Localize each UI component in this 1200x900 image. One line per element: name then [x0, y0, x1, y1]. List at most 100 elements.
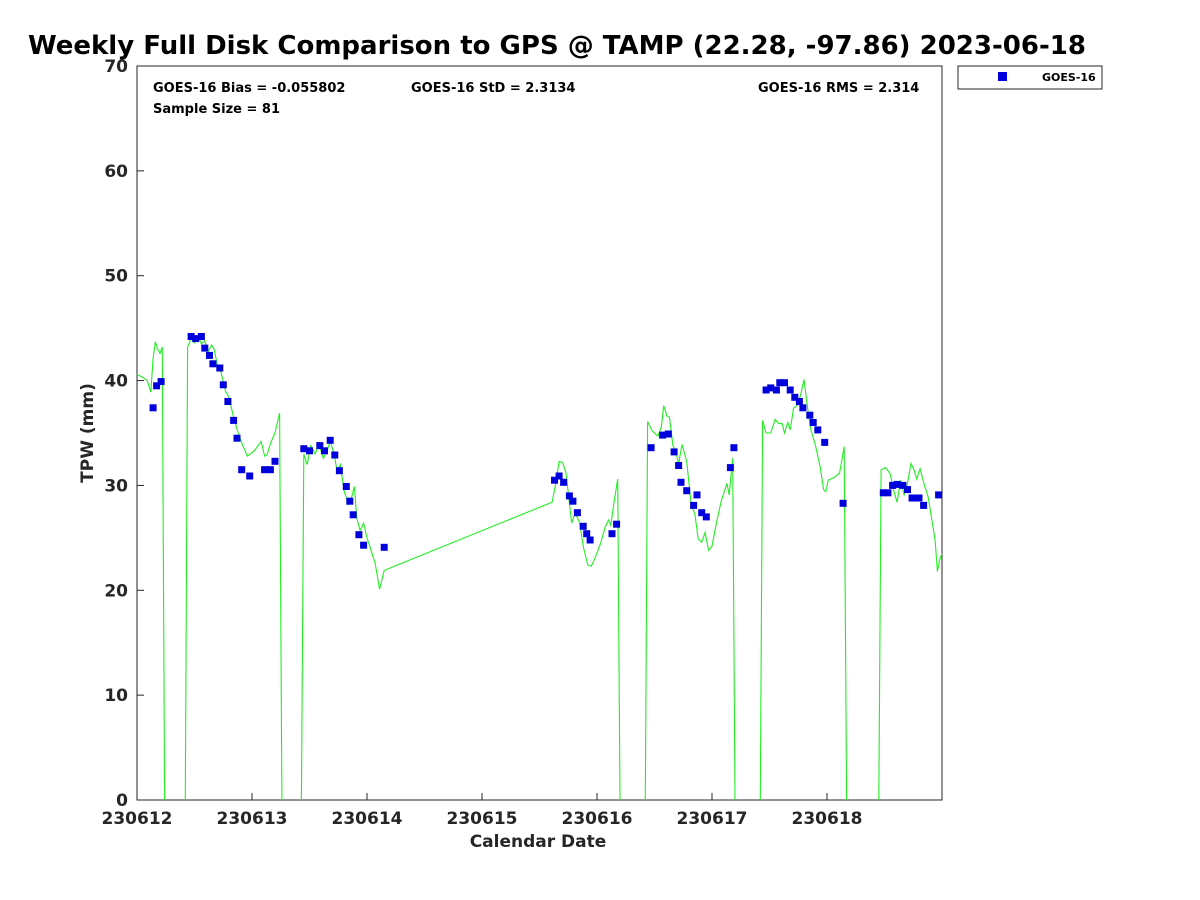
- goes16-point: [206, 351, 213, 359]
- goes16-point: [893, 480, 901, 488]
- goes16-point: [795, 398, 803, 405]
- x-tick-label: 230612: [102, 809, 173, 829]
- goes16-point: [326, 436, 334, 444]
- goes16-point: [608, 530, 616, 538]
- goes16-point: [331, 451, 339, 459]
- y-tick-label: 60: [104, 162, 128, 182]
- stat-sample-size: Sample Size = 81: [153, 102, 280, 117]
- goes16-point: [238, 466, 246, 474]
- gps-line-segment: [759, 379, 848, 801]
- goes16-point: [380, 543, 388, 551]
- y-tick-label: 50: [104, 267, 128, 287]
- goes16-point: [935, 491, 943, 499]
- goes16-point: [579, 522, 587, 530]
- goes16-point: [157, 378, 165, 386]
- goes16-point: [814, 426, 822, 434]
- y-tick-label: 0: [116, 791, 128, 811]
- x-tick-label: 230617: [677, 809, 748, 829]
- y-axis-label: TPW (mm): [78, 383, 98, 483]
- goes16-point: [809, 419, 817, 426]
- goes16-point: [772, 386, 780, 394]
- stat-bias: GOES-16 Bias = -0.055802: [153, 81, 345, 96]
- goes16-point: [355, 531, 363, 539]
- goes16-point: [675, 462, 683, 469]
- goes16-point: [677, 478, 685, 486]
- goes16-point: [908, 494, 916, 502]
- x-tick-label: 230616: [562, 809, 633, 829]
- goes16-point: [904, 486, 911, 494]
- x-tick-label: 230615: [447, 809, 518, 829]
- x-axis: 230612 230613 230614 230615 230616 230617 2306…: [102, 793, 863, 829]
- goes16-point: [149, 404, 157, 412]
- goes16-point: [306, 447, 313, 455]
- goes16-point: [791, 393, 799, 401]
- goes16-point: [153, 382, 161, 390]
- goes16-point: [670, 448, 678, 456]
- goes16-point: [781, 379, 788, 387]
- goes16-point: [316, 442, 324, 450]
- legend-marker: [998, 72, 1007, 81]
- goes16-point: [197, 333, 205, 340]
- goes16-point: [565, 492, 573, 500]
- legend-label: GOES-16: [1042, 71, 1096, 84]
- goes16-point: [271, 457, 279, 465]
- stat-std: GOES-16 StD = 2.3134: [411, 81, 575, 96]
- goes16-point: [246, 472, 254, 480]
- goes16-point: [216, 364, 224, 372]
- goes16-point: [261, 466, 269, 474]
- goes16-point: [698, 509, 706, 517]
- goes16-point: [786, 386, 794, 394]
- goes16-point: [233, 434, 241, 442]
- stat-rms: GOES-16 RMS = 2.314: [758, 81, 919, 96]
- goes16-point: [569, 497, 577, 505]
- x-axis-label: Calendar Date: [470, 832, 607, 852]
- legend-box: [957, 65, 1103, 90]
- goes16-point: [560, 478, 568, 486]
- y-tick-label: 20: [104, 581, 128, 601]
- goes16-point: [767, 384, 775, 392]
- goes16-point: [730, 444, 738, 452]
- goes16-point: [201, 344, 209, 352]
- goes16-point: [335, 467, 343, 475]
- goes16-point: [726, 464, 734, 472]
- goes16-point: [555, 472, 563, 480]
- y-tick-label: 10: [104, 686, 128, 706]
- y-tick-label: 40: [104, 372, 128, 392]
- goes16-point: [920, 501, 928, 509]
- goes16-point: [551, 476, 558, 484]
- goes16-point: [839, 499, 847, 507]
- gps-line-segment: [136, 341, 166, 801]
- gps-line-segment: [644, 405, 736, 801]
- goes16-point: [613, 520, 621, 528]
- goes16-point: [889, 481, 897, 489]
- goes16-point: [321, 447, 328, 455]
- goes16-point: [300, 445, 308, 453]
- goes16-point: [647, 444, 655, 452]
- goes16-point: [266, 466, 274, 474]
- goes16-point: [762, 386, 770, 394]
- y-tick-label: 30: [104, 476, 128, 496]
- goes16-point: [664, 430, 672, 438]
- goes16-point: [586, 536, 594, 544]
- goes16-point: [702, 513, 710, 521]
- goes16-point: [349, 511, 357, 519]
- goes16-point: [899, 481, 907, 489]
- goes16-point: [884, 489, 892, 497]
- goes16-point: [583, 530, 591, 538]
- goes16-point: [879, 489, 887, 497]
- x-tick-label: 230618: [792, 809, 863, 829]
- goes16-point: [224, 398, 232, 405]
- goes16-point: [342, 483, 350, 490]
- plot-area: [136, 65, 943, 801]
- y-axis: 0 10 20 30 40 50 60 70: [104, 57, 144, 811]
- x-tick-label: 230613: [217, 809, 288, 829]
- goes16-point: [219, 381, 227, 389]
- x-tick-label: 230614: [332, 809, 403, 829]
- goes16-point: [693, 491, 701, 499]
- chart-title: Weekly Full Disk Comparison to GPS @ TAM…: [28, 31, 1086, 61]
- gps-line-segment: [878, 461, 943, 801]
- y-tick-label: 70: [104, 57, 128, 77]
- goes16-point: [821, 438, 829, 446]
- plot-frame: [136, 65, 943, 801]
